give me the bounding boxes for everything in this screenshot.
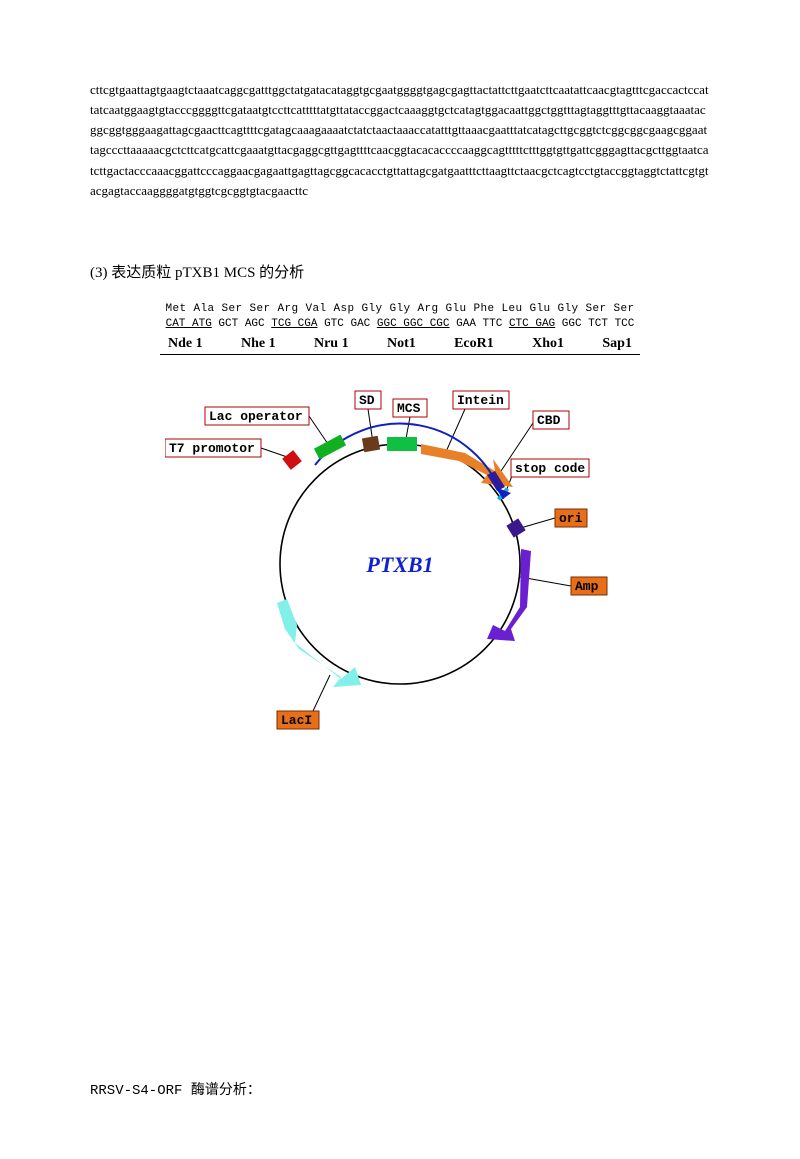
plasmid-name: PTXB1 (365, 552, 433, 577)
codon-span: CTC GAG (509, 318, 555, 330)
sd-label: SD (359, 393, 375, 408)
mcs-amino-acids: Met Ala Ser Ser Arg Val Asp Gly Gly Arg … (160, 302, 640, 317)
codon-span: GCT AGC (212, 318, 271, 330)
amp-arrow (487, 549, 531, 641)
enzyme-label: Nhe 1 (241, 336, 276, 352)
sd-block (362, 435, 380, 452)
lac-label: Lac operator (209, 409, 303, 424)
enzyme-label: Xho1 (532, 336, 564, 352)
sequence-block: cttcgtgaattagtgaagtctaaatcaggcgatttggcta… (90, 80, 710, 201)
enzyme-label: EcoR1 (454, 336, 494, 352)
codon-span: TCG CGA (271, 318, 317, 330)
laci-arrow (277, 599, 361, 687)
footer-line: RRSV-S4-ORF 酶谱分析： (90, 1079, 710, 1099)
enzyme-label: Not1 (387, 336, 416, 352)
enzyme-label: Sap1 (602, 336, 632, 352)
t7-promoter-block (282, 450, 302, 470)
lac-operator-block (314, 434, 346, 459)
codon-span: GGC GGC CGC (377, 318, 450, 330)
ori-label: ori (559, 511, 583, 526)
t7-label: T7 promotor (169, 441, 255, 456)
mcs-header: Met Ala Ser Ser Arg Val Asp Gly Gly Arg … (160, 302, 640, 332)
cbd-label: CBD (537, 413, 561, 428)
laci-label: LacI (281, 713, 312, 728)
stop-label: stop code (515, 461, 585, 476)
amp-label: Amp (575, 579, 599, 594)
mcs-codons: CAT ATG GCT AGC TCG CGA GTC GAC GGC GGC … (160, 317, 640, 332)
mcs-block (387, 437, 417, 451)
mcs-enzyme-row: Nde 1 Nhe 1 Nru 1 Not1 EcoR1 Xho1 Sap1 (160, 336, 640, 355)
enzyme-label: Nru 1 (314, 336, 349, 352)
mcs-label: MCS (397, 401, 421, 416)
codon-span: GTC GAC (317, 318, 376, 330)
plasmid-svg: T7 promotor Lac operator SD MCS Intein CBD sto… (165, 359, 635, 739)
ori-block (506, 518, 525, 537)
section-title: (3) 表达质粒 pTXB1 MCS 的分析 (90, 261, 710, 282)
intein-label: Intein (457, 393, 504, 408)
codon-span: GGC TCT TCC (555, 318, 634, 330)
codon-span: GAA TTC (450, 318, 509, 330)
codon-span: CAT ATG (166, 318, 212, 330)
plasmid-diagram: Met Ala Ser Ser Arg Val Asp Gly Gly Arg … (160, 302, 640, 739)
enzyme-label: Nde 1 (168, 336, 203, 352)
